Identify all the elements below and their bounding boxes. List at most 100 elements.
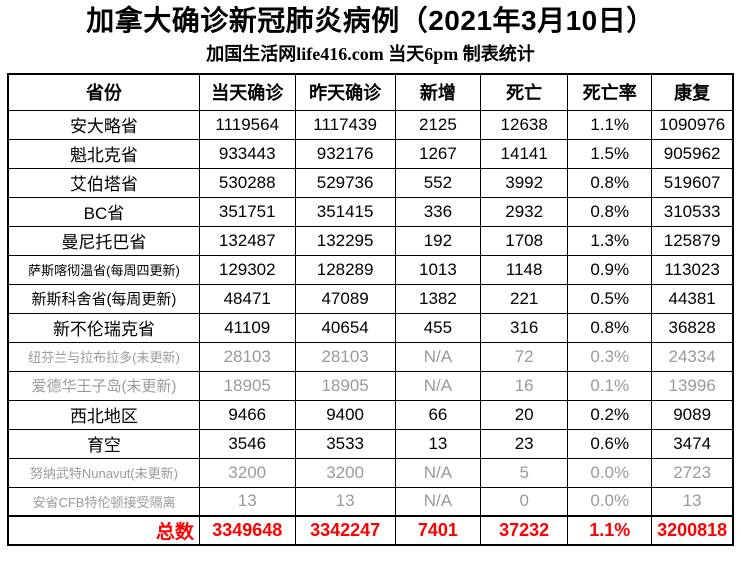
- today-value-cell: 3200: [198, 457, 296, 488]
- province-name-cell: 努纳武特Nunavut(未更新): [7, 457, 200, 488]
- table-row: BC省 351751 351415 336 2932 0.8% 310533: [7, 196, 734, 227]
- province-name-cell: 新不伦瑞克省: [7, 312, 200, 343]
- recovered-value-cell: 113023: [651, 254, 734, 285]
- death-rate-value-cell: 1.1%: [567, 515, 653, 546]
- yesterday-value-cell: 3533: [294, 428, 396, 459]
- today-value-cell: 48471: [198, 283, 296, 314]
- recovered-value-cell: 44381: [651, 283, 734, 314]
- province-name-cell: 艾伯塔省: [7, 167, 200, 198]
- recovered-value-cell: 1090976: [651, 109, 734, 140]
- recovered-value-cell: 3474: [651, 428, 734, 459]
- page-subtitle: 加国生活网life416.com 当天6pm 制表统计: [206, 44, 535, 64]
- table-row: 艾伯塔省 530288 529736 552 3992 0.8% 519607: [7, 167, 734, 198]
- death-rate-value-cell: 0.6%: [567, 428, 653, 459]
- province-name-cell: 西北地区: [7, 399, 200, 430]
- yesterday-value-cell: 529736: [294, 167, 396, 198]
- yesterday-value-cell: 932176: [294, 138, 396, 169]
- province-name-cell: 爱德华王子岛(未更新): [7, 370, 200, 401]
- today-value-cell: 3349648: [198, 515, 296, 546]
- deaths-value-cell: 72: [480, 341, 569, 372]
- column-header-new: 新增: [394, 73, 482, 111]
- column-header-deathrate: 死亡率: [567, 73, 653, 111]
- province-name-cell: 新斯科舍省(每周更新): [7, 283, 200, 314]
- new-value-cell: N/A: [394, 486, 482, 517]
- new-value-cell: 66: [394, 399, 482, 430]
- death-rate-value-cell: 0.1%: [567, 370, 653, 401]
- page-title: 加拿大确诊新冠肺炎病例（2021年3月10日）: [86, 5, 655, 36]
- death-rate-value-cell: 0.0%: [567, 486, 653, 517]
- deaths-value-cell: 23: [480, 428, 569, 459]
- total-row: 总数 3349648 3342247 7401 37232 1.1% 3200818: [7, 515, 734, 546]
- today-value-cell: 9466: [198, 399, 296, 430]
- new-value-cell: 192: [394, 225, 482, 256]
- table-row: 新不伦瑞克省 41109 40654 455 316 0.8% 36828: [7, 312, 734, 343]
- death-rate-value-cell: 1.3%: [567, 225, 653, 256]
- table-body: 安大略省 1119564 1117439 2125 12638 1.1% 1090976 魁北…: [7, 109, 734, 546]
- recovered-value-cell: 125879: [651, 225, 734, 256]
- deaths-value-cell: 0: [480, 486, 569, 517]
- death-rate-value-cell: 1.1%: [567, 109, 653, 140]
- yesterday-value-cell: 13: [294, 486, 396, 517]
- today-value-cell: 28103: [198, 341, 296, 372]
- today-value-cell: 132487: [198, 225, 296, 256]
- table-row: 安大略省 1119564 1117439 2125 12638 1.1% 1090976: [7, 109, 734, 140]
- table-row: 西北地区 9466 9400 66 20 0.2% 9089: [7, 399, 734, 430]
- column-header-province: 省份: [7, 73, 200, 111]
- deaths-value-cell: 316: [480, 312, 569, 343]
- deaths-value-cell: 3992: [480, 167, 569, 198]
- recovered-value-cell: 905962: [651, 138, 734, 169]
- death-rate-value-cell: 0.8%: [567, 312, 653, 343]
- today-value-cell: 530288: [198, 167, 296, 198]
- new-value-cell: 455: [394, 312, 482, 343]
- yesterday-value-cell: 18905: [294, 370, 396, 401]
- yesterday-value-cell: 28103: [294, 341, 396, 372]
- covid-stats-table: 省份 当天确诊 昨天确诊 新增 死亡 死亡率 康复 安大略省 1119564 111…: [7, 73, 734, 546]
- today-value-cell: 351751: [198, 196, 296, 227]
- deaths-value-cell: 1708: [480, 225, 569, 256]
- province-name-cell: 萨斯喀彻温省(每周四更新): [7, 254, 200, 285]
- yesterday-value-cell: 351415: [294, 196, 396, 227]
- column-header-deaths: 死亡: [480, 73, 569, 111]
- table-row: 新斯科舍省(每周更新) 48471 47089 1382 221 0.5% 44381: [7, 283, 734, 314]
- column-header-yesterday: 昨天确诊: [294, 73, 396, 111]
- recovered-value-cell: 13996: [651, 370, 734, 401]
- total-label-cell: 总数: [7, 515, 200, 546]
- new-value-cell: 552: [394, 167, 482, 198]
- yesterday-value-cell: 132295: [294, 225, 396, 256]
- table-row: 安省CFB特伦顿接受隔离 13 13 N/A 0 0.0% 13: [7, 486, 734, 517]
- deaths-value-cell: 37232: [480, 515, 569, 546]
- deaths-value-cell: 14141: [480, 138, 569, 169]
- today-value-cell: 129302: [198, 254, 296, 285]
- province-name-cell: 安省CFB特伦顿接受隔离: [7, 486, 200, 517]
- today-value-cell: 18905: [198, 370, 296, 401]
- new-value-cell: 7401: [394, 515, 482, 546]
- new-value-cell: 1267: [394, 138, 482, 169]
- new-value-cell: 2125: [394, 109, 482, 140]
- new-value-cell: 1013: [394, 254, 482, 285]
- today-value-cell: 41109: [198, 312, 296, 343]
- death-rate-value-cell: 0.0%: [567, 457, 653, 488]
- death-rate-value-cell: 0.8%: [567, 196, 653, 227]
- recovered-value-cell: 36828: [651, 312, 734, 343]
- recovered-value-cell: 3200818: [651, 515, 734, 546]
- death-rate-value-cell: 0.9%: [567, 254, 653, 285]
- province-name-cell: 魁北克省: [7, 138, 200, 169]
- today-value-cell: 13: [198, 486, 296, 517]
- province-name-cell: BC省: [7, 196, 200, 227]
- yesterday-value-cell: 128289: [294, 254, 396, 285]
- table-row: 魁北克省 933443 932176 1267 14141 1.5% 905962: [7, 138, 734, 169]
- today-value-cell: 1119564: [198, 109, 296, 140]
- recovered-value-cell: 310533: [651, 196, 734, 227]
- new-value-cell: N/A: [394, 457, 482, 488]
- table-row: 萨斯喀彻温省(每周四更新) 129302 128289 1013 1148 0.9% 113…: [7, 254, 734, 285]
- table-row: 纽芬兰与拉布拉多(未更新) 28103 28103 N/A 72 0.3% 24334: [7, 341, 734, 372]
- province-name-cell: 育空: [7, 428, 200, 459]
- new-value-cell: 336: [394, 196, 482, 227]
- table-row: 曼尼托巴省 132487 132295 192 1708 1.3% 125879: [7, 225, 734, 256]
- yesterday-value-cell: 9400: [294, 399, 396, 430]
- death-rate-value-cell: 1.5%: [567, 138, 653, 169]
- new-value-cell: N/A: [394, 370, 482, 401]
- death-rate-value-cell: 0.2%: [567, 399, 653, 430]
- recovered-value-cell: 9089: [651, 399, 734, 430]
